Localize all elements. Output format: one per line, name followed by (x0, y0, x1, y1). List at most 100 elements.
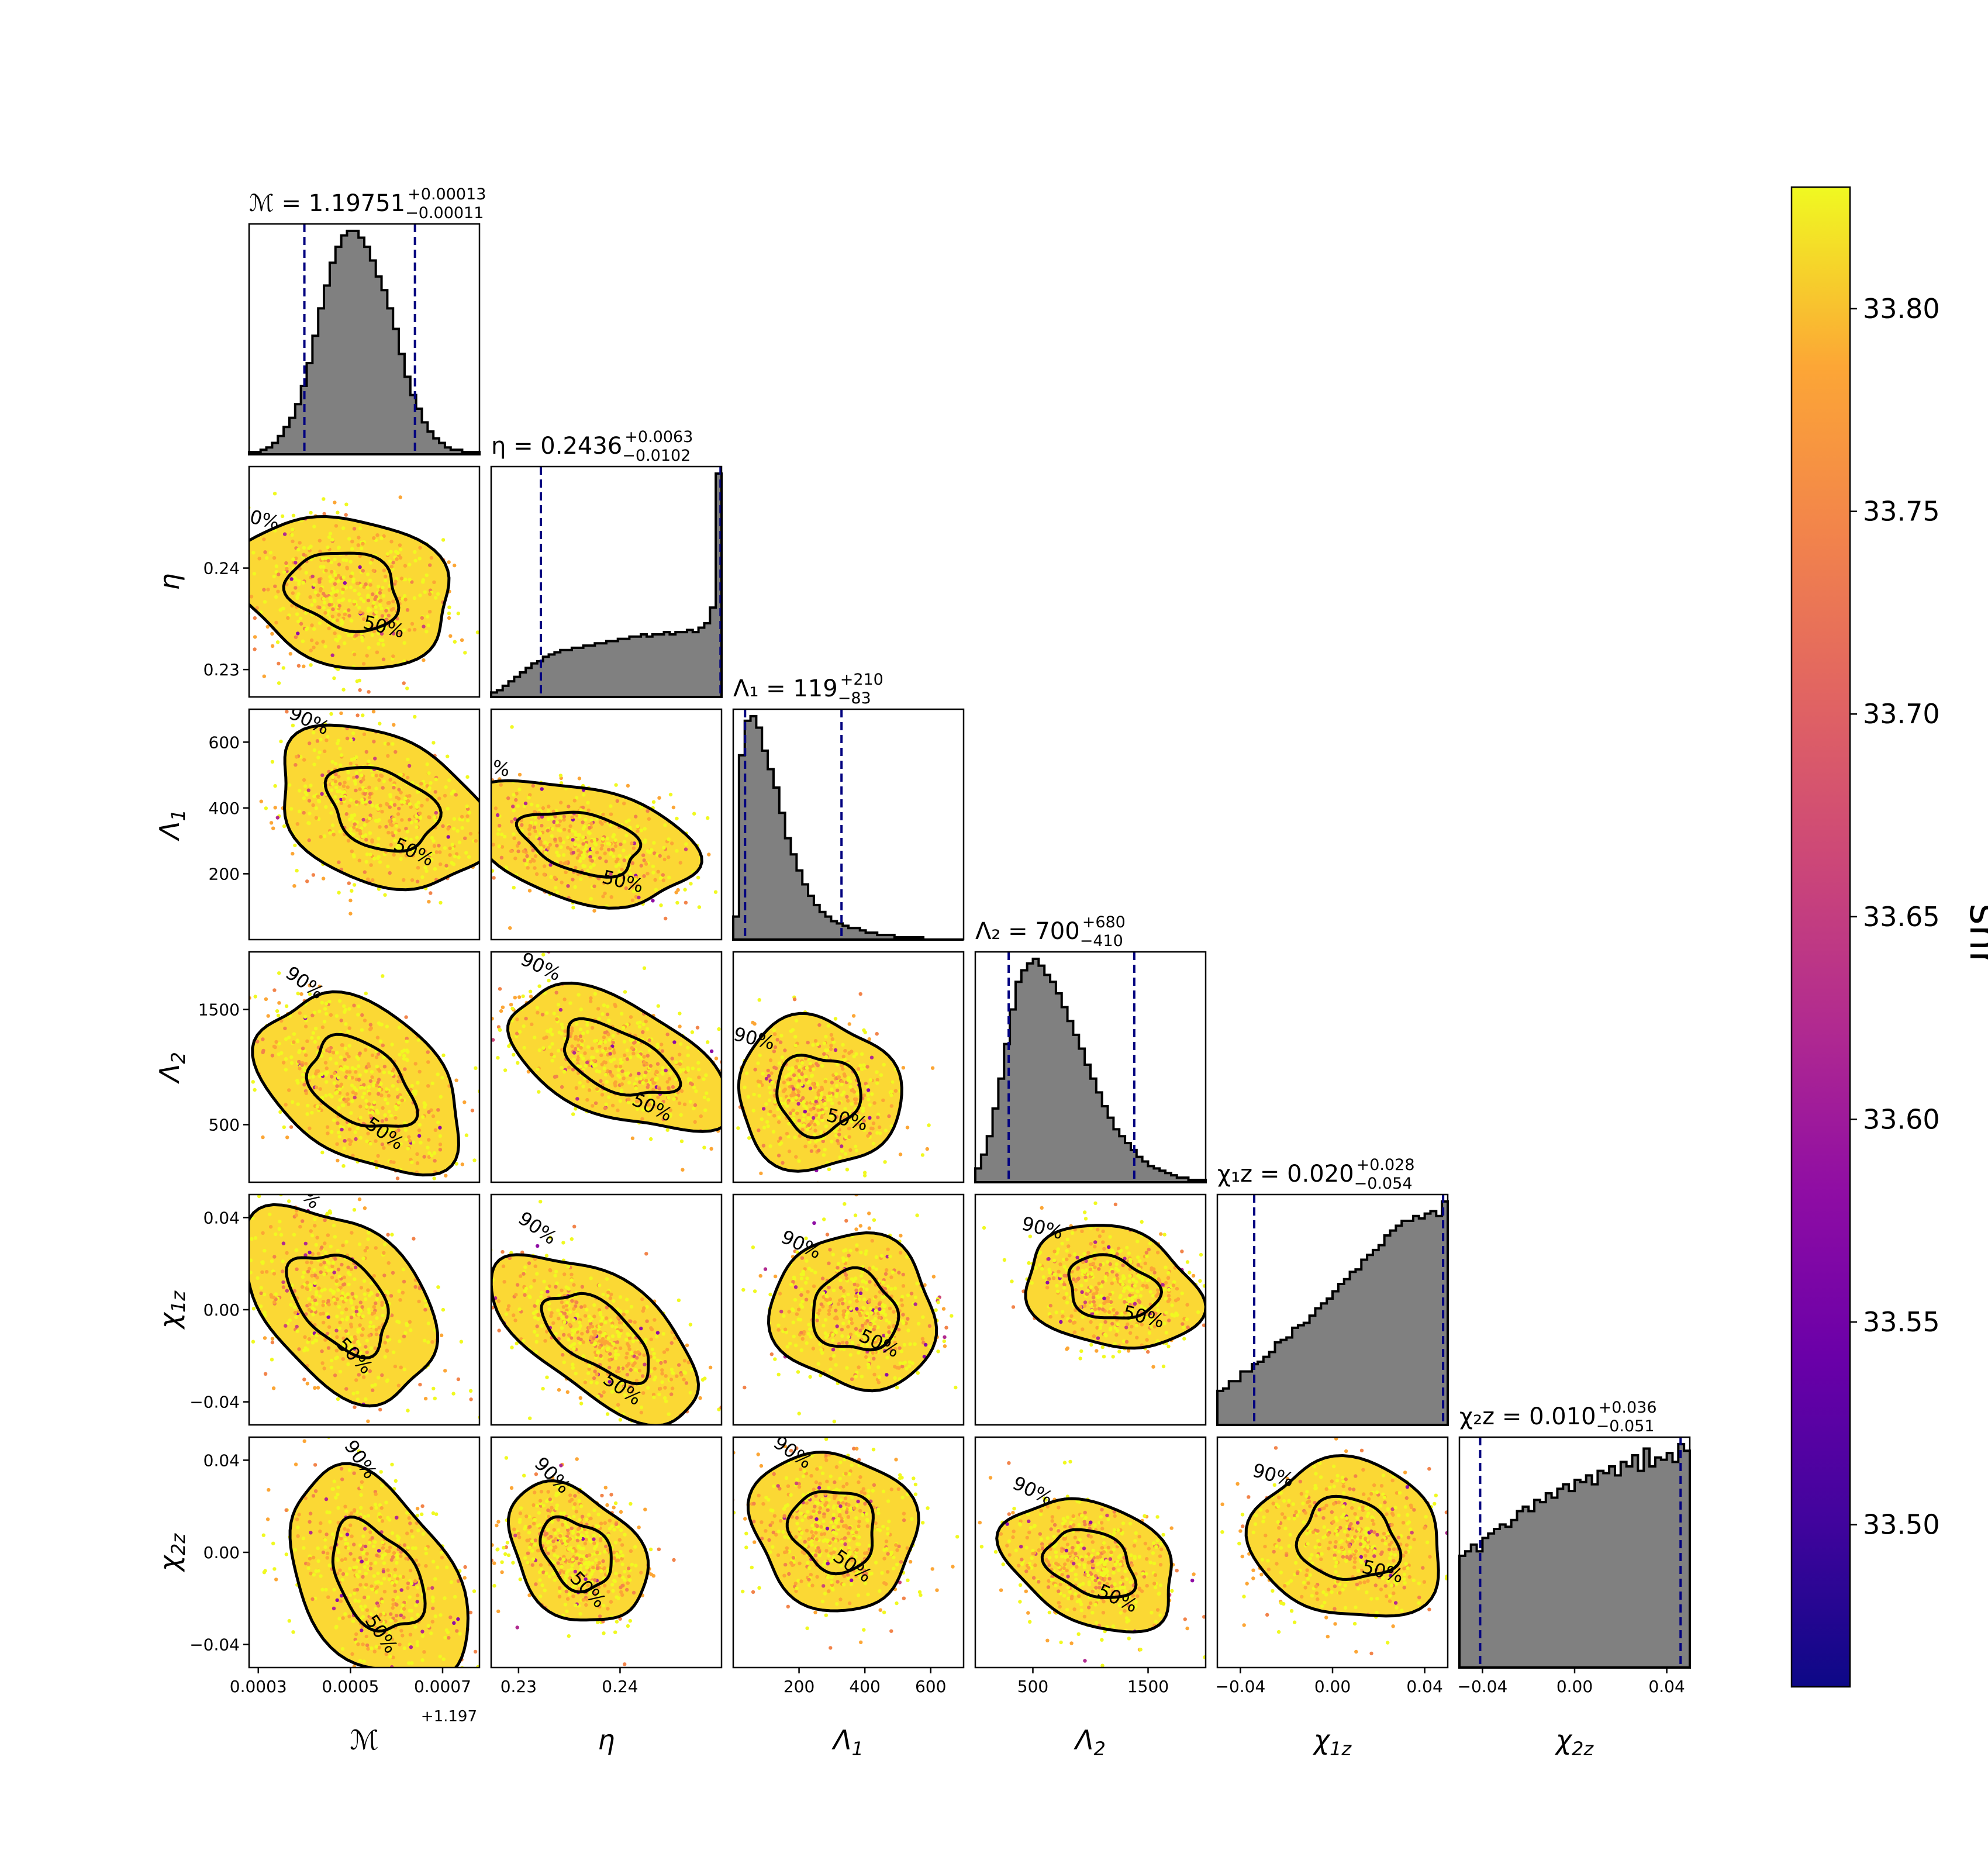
scatter-point (365, 852, 370, 857)
scatter-point (558, 861, 563, 865)
scatter-point (347, 1007, 351, 1011)
scatter-point (322, 497, 326, 501)
scatter-point (353, 782, 358, 786)
y-axis-label-lam2: Λ2 (154, 1052, 189, 1084)
scatter-point (332, 1071, 337, 1075)
scatter-point (790, 1307, 795, 1311)
scatter-point (561, 1026, 565, 1030)
y-tick-label-lam2: 500 (209, 1116, 240, 1135)
scatter-point (454, 1289, 458, 1293)
scatter-point (861, 1109, 865, 1113)
scatter-point (528, 793, 532, 797)
scatter-point (396, 812, 401, 816)
scatter-point (608, 852, 613, 856)
scatter-point (426, 1060, 430, 1064)
hist-panel-eta: η = 0.2436 +0.0063−0.0102 (490, 428, 723, 698)
scatter-point (759, 1171, 763, 1176)
scatter-point (237, 1243, 240, 1247)
scatter-point (530, 1022, 534, 1027)
scatter-point (294, 763, 298, 767)
scatter-point (811, 1082, 815, 1086)
scatter-point (404, 702, 408, 705)
scatter-point (908, 1342, 912, 1346)
scatter-point (1133, 1302, 1137, 1306)
scatter-point (367, 795, 372, 800)
scatter-point (512, 1379, 515, 1382)
scatter-point (295, 1039, 300, 1044)
scatter-point (492, 876, 496, 880)
scatter-point (761, 1072, 765, 1076)
scatter-point (570, 829, 574, 833)
scatter-point (812, 1133, 816, 1137)
scatter-point (883, 1272, 888, 1276)
scatter-point (535, 1333, 539, 1337)
scatter-point (624, 1297, 629, 1302)
scatter-point (323, 1061, 328, 1065)
scatter-point (841, 1341, 845, 1345)
scatter-point (272, 492, 277, 496)
contour-label-90: 90% (236, 502, 282, 534)
scatter-point (388, 805, 392, 809)
y-tick-label-chi1: 0.00 (203, 1300, 240, 1320)
scatter-point (365, 1350, 369, 1355)
scatter-point (1095, 1349, 1099, 1353)
scatter-point (618, 854, 622, 858)
scatter-point (347, 1356, 352, 1361)
scatter-point (309, 510, 313, 515)
scatter-point (627, 1100, 631, 1104)
scatter-point (358, 1351, 363, 1355)
scatter-point (709, 1049, 714, 1054)
scatter-point (408, 628, 412, 632)
scatter-point (605, 1277, 609, 1281)
scatter-point (1208, 1300, 1212, 1303)
scatter-point (515, 792, 519, 796)
scatter-point (291, 851, 295, 856)
scatter-point (868, 1280, 872, 1284)
scatter-point (349, 1111, 353, 1115)
scatter-point (617, 1320, 622, 1325)
scatter-point (220, 585, 224, 589)
scatter-point (421, 578, 425, 582)
scatter-point (337, 1087, 341, 1092)
scatter-point (337, 613, 341, 617)
scatter-point (289, 1125, 294, 1129)
scatter-point (910, 1361, 915, 1365)
scatter-point (465, 819, 470, 823)
scatter-point (845, 1366, 849, 1370)
scatter-point (398, 596, 402, 600)
scatter-point (600, 843, 605, 848)
scatter-point (1062, 1265, 1067, 1269)
scatter-point (634, 1379, 639, 1383)
scatter-point (630, 841, 634, 845)
scatter-point (812, 1221, 816, 1225)
scatter-point (833, 1129, 837, 1133)
scatter-point (590, 1026, 595, 1030)
scatter-point (408, 802, 412, 806)
scatter-point (482, 839, 486, 843)
scatter-point (350, 1076, 354, 1080)
scatter-point (393, 622, 397, 626)
scatter-point (605, 1412, 610, 1416)
scatter-point (405, 1037, 409, 1041)
scatter-point (347, 1282, 351, 1287)
scatter-point (361, 569, 365, 573)
scatter-point (368, 1369, 372, 1373)
scatter-point (857, 1351, 861, 1355)
scatter-point (622, 1313, 626, 1317)
scatter-point (499, 783, 503, 787)
scatter-point (383, 1355, 387, 1359)
scatter-point (594, 843, 598, 847)
scatter-point (515, 1017, 519, 1021)
scatter-point (791, 1210, 795, 1213)
scatter-point (656, 1004, 661, 1008)
scatter-point (330, 615, 334, 619)
scatter-point (766, 1068, 770, 1073)
scatter-point (717, 1064, 721, 1067)
scatter-point (357, 1078, 361, 1082)
scatter-point (302, 1282, 306, 1286)
scatter-point (550, 1311, 554, 1315)
scatter-point (368, 816, 372, 821)
scatter-point (866, 1088, 871, 1092)
scatter-point (838, 1155, 842, 1159)
